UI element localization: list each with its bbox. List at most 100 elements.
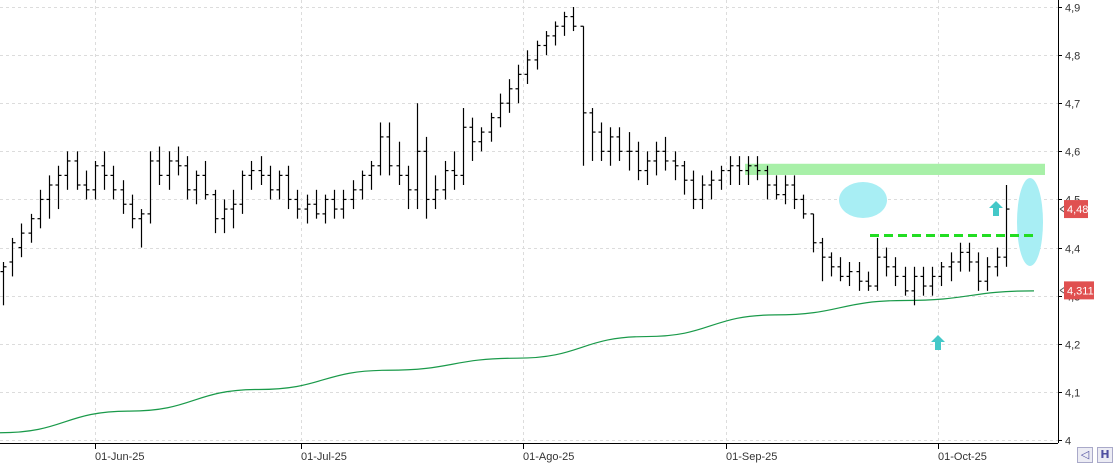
ohlc-bar — [920, 266, 927, 296]
axes — [0, 0, 1059, 444]
ohlc-bar — [745, 156, 752, 186]
ohlc-bar — [451, 151, 458, 190]
ohlc-bar — [37, 189, 44, 229]
ohlc-bar — [64, 151, 71, 190]
ohlc-bar — [322, 194, 329, 224]
ohlc-bar — [313, 189, 320, 219]
moving-average-badge: 4,311 — [1059, 281, 1094, 300]
y-tick-label: 4,4 — [1065, 244, 1080, 256]
ohlc-bar — [110, 165, 117, 200]
ohlc-bar — [543, 31, 550, 56]
ohlc-bar — [570, 7, 577, 32]
moving-average-badge-box — [1064, 281, 1094, 300]
ohlc-bar — [653, 141, 660, 176]
ohlc-bar — [754, 156, 761, 181]
ohlc-bar — [267, 165, 274, 200]
ohlc-bar — [718, 165, 725, 190]
ohlc-bar — [810, 213, 817, 253]
x-axis-ticks: 01-Jun-25 01-Jul-25 01-Ago-25 01-Sep-25 01-O… — [95, 443, 987, 463]
annotations-front — [870, 201, 1036, 350]
ohlc-bar — [984, 257, 991, 291]
ohlc-bar — [166, 151, 173, 190]
ohlc-bar — [874, 237, 881, 291]
grid-lines — [0, 0, 1058, 443]
scroll-left-icon[interactable]: ◁ — [1077, 447, 1093, 463]
x-tick-label: 01-Jul-25 — [301, 451, 347, 463]
ohlc-bar — [929, 266, 936, 296]
ohlc-bar — [506, 79, 513, 113]
ohlc-bar — [902, 266, 909, 296]
ohlc-bar — [764, 165, 771, 200]
ohlc-bar — [469, 117, 476, 161]
ohlc-bar — [405, 165, 412, 210]
ohlc-bar — [865, 271, 872, 291]
ohlc-bar — [276, 170, 283, 200]
last-price-badge-text: 4,48 — [1067, 204, 1088, 216]
ohlc-bar — [212, 189, 219, 234]
ohlc-bar — [681, 160, 688, 195]
ohlc-bar — [129, 194, 136, 229]
ohlc-bar — [55, 165, 62, 210]
ohlc-bar — [377, 122, 384, 176]
y-tick-label: 4,7 — [1065, 99, 1080, 111]
ohlc-bar — [414, 103, 421, 210]
ohlc-bar — [285, 165, 292, 210]
ohlc-bar — [83, 170, 90, 200]
ohlc-bar — [28, 213, 35, 243]
ohlc-bar — [331, 189, 338, 219]
price-badges: 4,48 4,311 — [1059, 200, 1094, 300]
x-tick-label: 01-Ago-25 — [523, 451, 574, 463]
ohlc-bar — [791, 175, 798, 210]
ohlc-bar — [819, 237, 826, 282]
ohlc-bar — [478, 127, 485, 152]
ohlc-bar — [368, 160, 375, 190]
resistance-zone — [745, 163, 1045, 175]
ohlc-bar — [773, 175, 780, 200]
ohlc-bar — [488, 112, 495, 142]
ohlc-bar — [1003, 185, 1010, 267]
ohlc-bar — [239, 170, 246, 214]
ohlc-bar — [258, 156, 265, 186]
ohlc-bar — [184, 156, 191, 200]
ohlc-bar — [635, 141, 642, 181]
ohlc-bar — [699, 175, 706, 210]
ohlc-bar — [580, 25, 587, 166]
y-tick-label: 4,8 — [1065, 51, 1080, 63]
ohlc-bar — [432, 175, 439, 210]
ohlc-bar — [74, 151, 81, 190]
ohlc-bar — [727, 156, 734, 186]
ohlc-bar — [294, 189, 301, 219]
ohlc-bar — [561, 11, 568, 36]
highlight-ellipse-left — [839, 182, 887, 218]
ohlc-bar — [497, 93, 504, 128]
ohlc-bar — [156, 146, 163, 186]
ohlc-bar — [616, 127, 623, 161]
moving-average-badge-text: 4,311 — [1067, 285, 1094, 297]
ohlc-bar — [175, 146, 182, 176]
ohlc-bar — [966, 242, 973, 272]
y-tick-label: 4,1 — [1065, 388, 1080, 400]
ohlc-bar — [782, 175, 789, 205]
ohlc-bar — [101, 151, 108, 190]
ohlc-bar — [230, 189, 237, 229]
ohlc-bar — [957, 242, 964, 272]
ohlc-bar — [524, 50, 531, 84]
ohlc-bar — [92, 160, 99, 200]
y-tick-label: 4,9 — [1065, 3, 1080, 15]
up-arrow-icon — [931, 335, 945, 350]
ohlc-bar — [202, 160, 209, 200]
ohlc-bar — [138, 209, 145, 248]
ohlc-bar — [662, 136, 669, 171]
y-tick-label: 4,6 — [1065, 147, 1080, 159]
ohlc-bar — [672, 151, 679, 181]
horizontal-zoom-icon[interactable]: H — [1097, 447, 1113, 463]
ohlc-bar — [994, 247, 1001, 277]
ohlc-bar — [423, 136, 430, 219]
x-tick-label: 01-Sep-25 — [726, 451, 777, 463]
ohlc-bar — [856, 261, 863, 291]
last-price-badge-box — [1064, 200, 1088, 219]
ohlc-bar — [46, 175, 53, 219]
ohlc-bar — [359, 170, 366, 200]
price-bars — [0, 7, 1010, 306]
